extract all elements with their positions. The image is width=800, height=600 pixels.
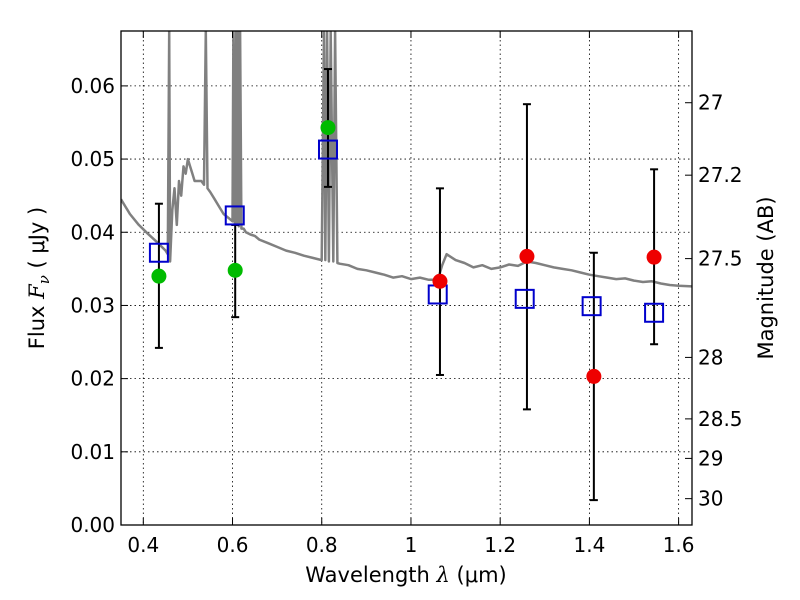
y-tick-label-4: 0.04 <box>70 220 115 244</box>
detection-point-0 <box>151 268 167 284</box>
plot-frame <box>120 30 693 526</box>
x-tick-label-5: 1.4 <box>573 533 605 557</box>
x-tick-label-1: 0.6 <box>217 533 249 557</box>
y-tick-label-6: 0.06 <box>70 74 115 98</box>
model-photometry-square-4 <box>514 288 535 309</box>
y2-tick-label-2: 27.5 <box>698 247 743 271</box>
y2-tick-label-5: 29 <box>698 446 723 470</box>
model-photometry-square-6 <box>644 302 665 323</box>
spectrum-line <box>121 31 692 288</box>
detection-point-1 <box>227 262 243 278</box>
x-axis-title: Wavelength λ (μm) <box>305 563 506 587</box>
y-tick-label-1: 0.01 <box>70 440 115 464</box>
model-photometry-square-5 <box>581 296 602 317</box>
nondetection-point-0 <box>432 273 448 289</box>
x-tick-label-4: 1.2 <box>484 533 516 557</box>
y2-tick-label-0: 27 <box>698 91 723 115</box>
nondetection-point-3 <box>646 249 662 265</box>
nondetection-point-2 <box>586 368 602 384</box>
axis-ticks <box>121 31 692 526</box>
y2-axis-title: Magnitude (AB) <box>754 196 778 359</box>
axis-tick-labels: 0.4 0.6 0.8 1 1.2 1.4 1.6 0.00 0.01 0.02 0.03 0.04 0… <box>70 74 742 557</box>
detection-point-2 <box>320 120 336 136</box>
y-tick-label-0: 0.00 <box>70 513 115 537</box>
plot-area <box>121 31 692 502</box>
y-tick-label-5: 0.05 <box>70 147 115 171</box>
y2-tick-label-6: 30 <box>698 487 723 511</box>
x-tick-label-0: 0.4 <box>127 533 159 557</box>
model-photometry-square-2 <box>317 139 338 160</box>
y2-tick-label-3: 28 <box>698 345 723 369</box>
x-tick-label-2: 0.8 <box>306 533 338 557</box>
x-tick-label-6: 1.6 <box>663 533 695 557</box>
y-tick-label-3: 0.03 <box>70 293 115 317</box>
nondetection-point-1 <box>519 248 535 264</box>
y2-tick-label-1: 27.2 <box>698 163 743 187</box>
model-photometry-square-1 <box>224 205 245 226</box>
model-photometry-square-0 <box>148 242 169 263</box>
y-tick-label-2: 0.02 <box>70 367 115 391</box>
y-axis-title: Flux Fν ( μJy ) <box>25 207 53 349</box>
x-tick-label-3: 1 <box>405 533 418 557</box>
y2-tick-label-4: 28.5 <box>698 407 743 431</box>
